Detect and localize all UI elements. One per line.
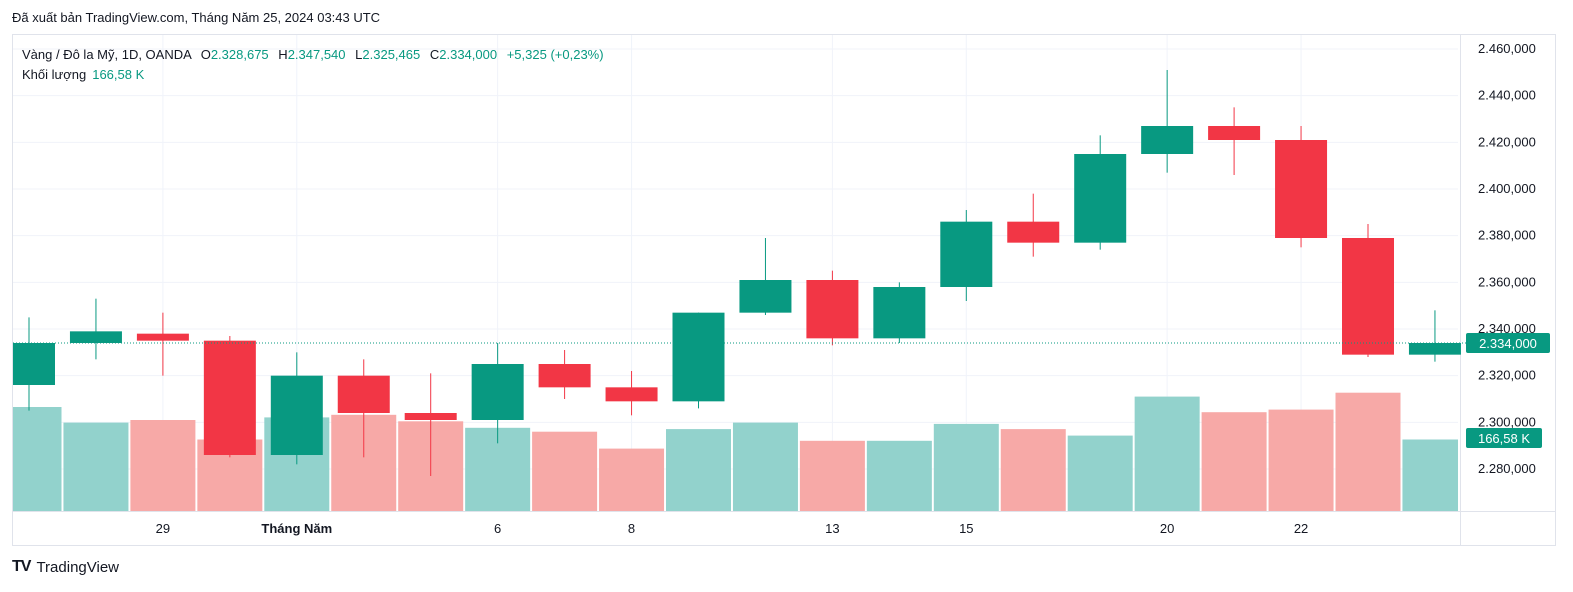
- volume-bar: [933, 423, 999, 511]
- low-key: L: [355, 47, 363, 62]
- candle-body: [13, 343, 55, 385]
- y-tick-label: 2.300,000: [1478, 414, 1536, 429]
- y-tick-label: 2.320,000: [1478, 368, 1536, 383]
- x-tick-label: 22: [1294, 521, 1308, 536]
- last-volume-label: 166,58 K: [1478, 431, 1530, 446]
- volume-bar: [732, 422, 798, 511]
- volume-bar: [1268, 409, 1334, 511]
- chart-frame: [12, 34, 1556, 546]
- volume-bars: [13, 392, 1458, 511]
- volume-value: 166,58 K: [92, 67, 145, 82]
- x-tick-label: 8: [628, 521, 635, 536]
- last-volume-badge: [1466, 428, 1542, 448]
- candle-body: [136, 333, 189, 341]
- y-tick-label: 2.360,000: [1478, 274, 1536, 289]
- volume-bar: [1000, 429, 1066, 511]
- candlesticks: [13, 70, 1461, 476]
- candle-body: [1275, 140, 1328, 238]
- y-tick-label: 2.340,000: [1478, 321, 1536, 336]
- volume-label: Khối lượng: [22, 67, 87, 82]
- volume-bar: [599, 448, 665, 511]
- time-axis: 29 Tháng Năm 6 8 13 15 20 22: [156, 521, 1309, 536]
- candle-body: [739, 280, 792, 313]
- y-tick-label: 2.280,000: [1478, 461, 1536, 476]
- footer-brand[interactable]: TV TradingView: [12, 558, 119, 576]
- volume-bar: [532, 431, 598, 511]
- y-tick-label: 2.380,000: [1478, 228, 1536, 243]
- x-tick-label: 29: [156, 521, 170, 536]
- volume-bar: [1134, 396, 1200, 511]
- candle-body: [605, 387, 658, 402]
- open-value: 2.328,675: [210, 47, 269, 62]
- candle-body: [69, 331, 122, 343]
- candle-body: [270, 375, 323, 455]
- price-axis: 2.280,000 2.300,000 2.320,000 2.340,000 2.36…: [1478, 41, 1536, 476]
- candle-body: [1074, 154, 1127, 243]
- last-price-label: 2.334,000: [1479, 336, 1537, 351]
- y-tick-label: 2.460,000: [1478, 41, 1536, 56]
- candle-body: [672, 312, 725, 402]
- high-key: H: [278, 47, 288, 62]
- candle-body: [337, 375, 390, 413]
- candle-body: [1342, 238, 1394, 355]
- volume-bar: [1335, 392, 1401, 511]
- candle-body: [1141, 126, 1194, 154]
- candle-body: [940, 221, 993, 287]
- close-key: C: [429, 47, 440, 62]
- candle-body: [538, 364, 591, 388]
- x-tick-label: 20: [1160, 521, 1174, 536]
- high-value: 2.347,540: [287, 47, 346, 62]
- brand-name: TradingView: [36, 558, 119, 576]
- candle-body: [203, 340, 256, 455]
- candle-body: [1408, 343, 1461, 355]
- change-value: +5,325 (+0,23%): [506, 47, 604, 62]
- x-tick-label: Tháng Năm: [261, 521, 332, 536]
- candle-body: [1208, 126, 1261, 140]
- volume-bar: [666, 429, 731, 511]
- last-price-markers: 2.334,000 166,58 K: [13, 333, 1550, 448]
- open-key: O: [200, 47, 211, 62]
- x-tick-label: 13: [825, 521, 839, 536]
- candle-body: [1007, 221, 1060, 243]
- candle-body: [873, 287, 926, 339]
- candle-body: [404, 413, 457, 420]
- volume-bar: [1067, 435, 1133, 511]
- candle-body: [471, 364, 524, 420]
- volume-bar: [866, 440, 932, 511]
- x-tick-label: 15: [959, 521, 973, 536]
- close-value: 2.334,000: [439, 47, 498, 62]
- symbol-legend: Vàng / Đô la Mỹ, 1D, OANDA O2.328,675 H2…: [22, 45, 604, 65]
- tradingview-logo-icon: TV: [12, 558, 31, 575]
- symbol-title: Vàng / Đô la Mỹ, 1D, OANDA: [22, 47, 192, 62]
- low-value: 2.325,465: [362, 47, 421, 62]
- y-tick-label: 2.420,000: [1478, 134, 1536, 149]
- volume-bar: [1402, 439, 1458, 511]
- y-tick-label: 2.440,000: [1478, 88, 1536, 103]
- volume-bar: [1201, 412, 1267, 511]
- volume-bar: [130, 420, 196, 511]
- volume-bar: [799, 440, 865, 511]
- published-caption: Đã xuất bản TradingView.com, Tháng Năm 2…: [12, 10, 381, 25]
- last-price-badge: [1466, 333, 1550, 353]
- x-tick-label: 6: [494, 521, 501, 536]
- volume-bar: [63, 422, 129, 511]
- volume-legend: Khối lượng 166,58 K: [22, 65, 144, 85]
- volume-bar: [13, 407, 62, 511]
- y-tick-label: 2.400,000: [1478, 181, 1536, 196]
- candle-body: [806, 280, 859, 339]
